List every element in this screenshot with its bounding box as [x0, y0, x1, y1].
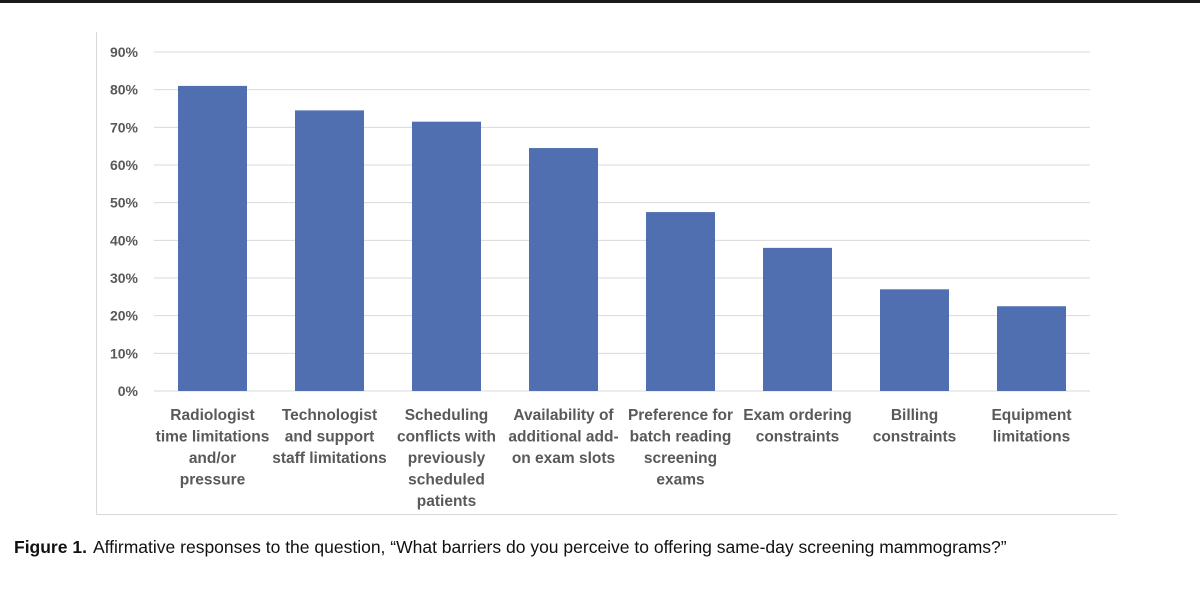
bar: [178, 85, 247, 392]
x-tick-label: Preference for batch reading screening exam…: [628, 407, 733, 489]
top-rule: [0, 0, 1200, 3]
bar: [529, 148, 598, 391]
y-tick-label: 0%: [118, 383, 139, 399]
chart-frame: [96, 32, 1117, 515]
y-tick-label: 90%: [110, 44, 139, 60]
x-tick-label: Availability of additional add-on exam sl…: [508, 407, 618, 467]
bar: [997, 306, 1066, 391]
x-tick-label: Scheduling conflicts with previously schedu…: [397, 407, 496, 510]
bar: [646, 212, 715, 391]
bar: [295, 110, 364, 391]
y-tick-label: 40%: [110, 232, 139, 248]
x-tick-label: Billing constraints: [873, 407, 957, 446]
caption-label: Figure 1.: [14, 537, 87, 557]
bar: [412, 121, 481, 391]
y-tick-label: 80%: [110, 82, 139, 98]
x-tick-label: Exam ordering constraints: [743, 407, 852, 446]
bar: [763, 247, 832, 391]
x-tick-label: Radiologist time limitations and/or pressur…: [156, 407, 270, 489]
figure-caption: Figure 1. Affirmative responses to the qu…: [14, 537, 1184, 558]
y-tick-label: 20%: [110, 308, 139, 324]
y-tick-label: 50%: [110, 195, 139, 211]
caption-text: Affirmative responses to the question, “…: [92, 537, 1007, 557]
y-tick-label: 10%: [110, 345, 139, 361]
y-tick-label: 30%: [110, 270, 139, 286]
x-tick-label: Equipment limitations: [991, 407, 1071, 446]
y-tick-label: 60%: [110, 157, 139, 173]
bar: [880, 289, 949, 391]
y-tick-label: 70%: [110, 119, 139, 135]
x-tick-label: Technologist and support staff limitations: [272, 407, 387, 467]
